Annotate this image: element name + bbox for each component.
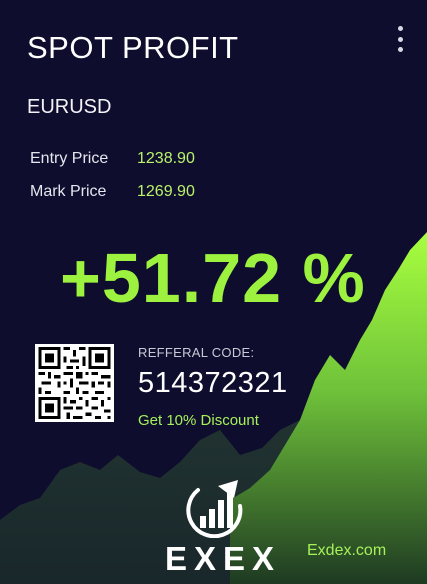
entry-price-row: Entry Price 1238.90 <box>30 150 195 168</box>
brand-logo-text: EXEX <box>165 540 282 577</box>
trading-pair: EURUSD <box>27 96 112 118</box>
website-link[interactable]: Exdex.com <box>307 542 387 559</box>
entry-price-label: Entry Price <box>30 150 109 167</box>
mark-price-value: 1269.90 <box>137 183 195 200</box>
discount-text: Get 10% Discount <box>138 412 259 429</box>
profit-percentage: +51.72 % <box>60 239 366 317</box>
qr-code[interactable] <box>35 344 114 422</box>
entry-price-value: 1238.90 <box>137 150 195 167</box>
referral-label: REFFERAL CODE: <box>138 345 255 360</box>
mark-price-row: Mark Price 1269.90 <box>30 183 195 201</box>
exdex-logo-icon <box>186 480 243 538</box>
more-options-button[interactable] <box>392 26 408 52</box>
referral-code: 514372321 <box>138 367 288 399</box>
page-title: SPOT PROFIT <box>27 30 239 65</box>
more-vertical-icon <box>397 26 403 31</box>
mark-price-label: Mark Price <box>30 183 107 200</box>
